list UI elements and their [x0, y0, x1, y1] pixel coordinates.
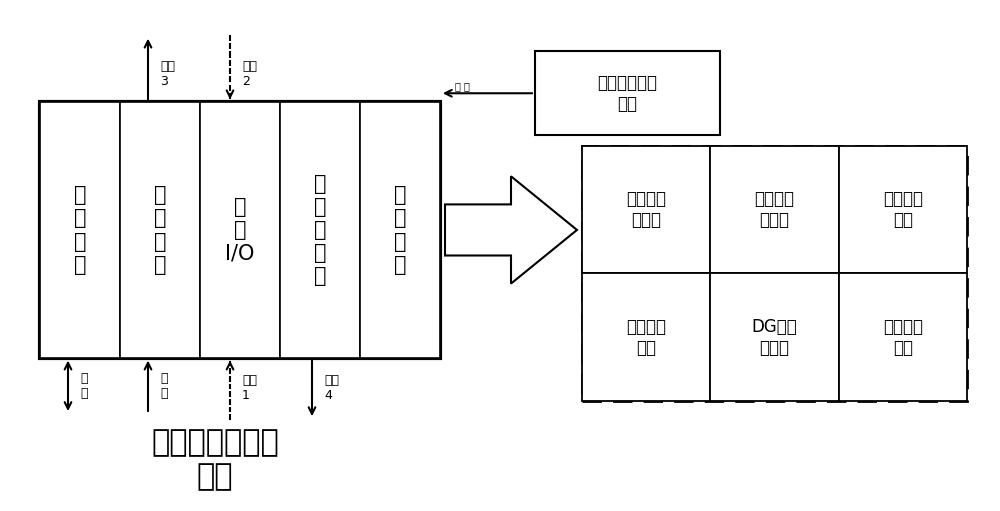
Text: 通信
4: 通信 4 [324, 375, 339, 402]
Bar [582, 146, 710, 273]
Bar [40, 102, 440, 358]
Text: 智
能
采
样: 智 能 采 样 [154, 185, 166, 275]
Polygon shape [445, 176, 577, 284]
Text: 通 距: 通 距 [455, 81, 470, 90]
Text: 采
样: 采 样 [160, 372, 168, 400]
Bar [120, 102, 200, 358]
Text: 通信
2: 通信 2 [242, 60, 257, 88]
Text: 经济优化
运行: 经济优化 运行 [883, 318, 923, 357]
Text: 多
功
能
通
信: 多 功 能 通 信 [314, 174, 326, 286]
Bar [582, 146, 967, 401]
Text: 调
控: 调 控 [80, 372, 88, 400]
Bar [839, 273, 967, 401]
Bar [839, 146, 967, 273]
Text: DG并离
网控制: DG并离 网控制 [752, 318, 797, 357]
Text: 综合量测及调控
装置: 综合量测及调控 装置 [151, 429, 279, 491]
Text: 智
能
电
源: 智 能 电 源 [74, 185, 86, 275]
Text: 电气量测
及控制: 电气量测 及控制 [626, 190, 666, 229]
Bar [710, 146, 839, 273]
Bar [200, 102, 280, 358]
Text: 综
合
决
策: 综 合 决 策 [394, 185, 406, 275]
Bar [40, 102, 120, 358]
Text: 智
能
I/O: 智 能 I/O [225, 197, 255, 263]
Text: 谐波及电
能质量: 谐波及电 能质量 [755, 190, 794, 229]
Text: 电压无功
控制: 电压无功 控制 [883, 190, 923, 229]
Bar [535, 51, 720, 135]
Text: 通信
3: 通信 3 [160, 60, 175, 88]
Bar [582, 273, 710, 401]
Bar [710, 273, 839, 401]
Text: 低频低压
减载: 低频低压 减载 [626, 318, 666, 357]
Bar [280, 102, 360, 358]
Text: 信息配置工具
软件: 信息配置工具 软件 [598, 74, 658, 112]
Bar [360, 102, 440, 358]
Text: 通信
1: 通信 1 [242, 375, 257, 402]
